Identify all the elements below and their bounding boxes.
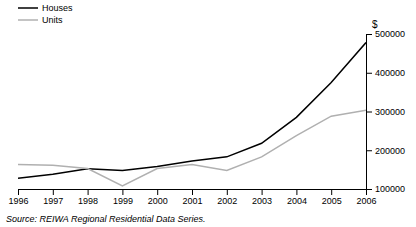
x-tick-mark bbox=[262, 189, 263, 195]
y-tick-mark bbox=[366, 150, 372, 151]
x-tick-label: 2001 bbox=[182, 196, 202, 206]
chart: 1996 1997 1998 1999 2000 2001 2002 2003 2004 2005… bbox=[0, 0, 416, 227]
x-tick-label: 2000 bbox=[148, 196, 168, 206]
x-tick: 2000 bbox=[148, 189, 168, 206]
y-tick: 500000 bbox=[366, 29, 405, 39]
legend-swatch bbox=[18, 19, 38, 21]
y-tick-label: 100000 bbox=[375, 184, 405, 194]
x-tick-label: 1999 bbox=[113, 196, 133, 206]
x-tick-label: 2005 bbox=[322, 196, 342, 206]
x-tick-mark bbox=[157, 189, 158, 195]
x-tick-label: 1996 bbox=[8, 196, 28, 206]
x-tick: 1998 bbox=[78, 189, 98, 206]
legend: Houses Units bbox=[18, 3, 73, 25]
x-tick: 2001 bbox=[182, 189, 202, 206]
x-tick-mark bbox=[53, 189, 54, 195]
x-tick: 2003 bbox=[252, 189, 272, 206]
x-tick-label: 2003 bbox=[252, 196, 272, 206]
y-axis-label: $ bbox=[372, 19, 378, 30]
y-tick: 200000 bbox=[366, 146, 405, 156]
x-axis: 1996 1997 1998 1999 2000 2001 2002 2003 2004 2005… bbox=[8, 189, 376, 206]
x-tick-mark bbox=[88, 189, 89, 195]
legend-entry: Houses bbox=[18, 3, 73, 13]
x-tick-mark bbox=[227, 189, 228, 195]
y-tick: 300000 bbox=[366, 107, 405, 117]
legend-entry: Units bbox=[18, 15, 63, 25]
lines bbox=[18, 43, 366, 186]
y-tick-label: 500000 bbox=[375, 29, 405, 39]
annotation: Source: REIWA Regional Residential Data … bbox=[6, 214, 206, 224]
y-axis: 100000 200000 300000 400000 500000 bbox=[366, 29, 405, 194]
x-tick-label: 2004 bbox=[287, 196, 307, 206]
x-tick: 2002 bbox=[217, 189, 237, 206]
y-tick: 100000 bbox=[366, 184, 405, 194]
legend-label: Houses bbox=[42, 3, 73, 13]
x-tick-mark bbox=[18, 189, 19, 195]
plot: 1996 1997 1998 1999 2000 2001 2002 2003 2004 2005… bbox=[8, 19, 405, 206]
x-tick-label: 1998 bbox=[78, 196, 98, 206]
y-tick: 400000 bbox=[366, 68, 405, 78]
x-tick: 1996 bbox=[8, 189, 28, 206]
x-tick-label: 1997 bbox=[43, 196, 63, 206]
y-tick-mark bbox=[366, 112, 372, 113]
y-tick-label: 300000 bbox=[375, 107, 405, 117]
x-tick: 1997 bbox=[43, 189, 63, 206]
y-tick-mark bbox=[366, 189, 372, 190]
y-tick-label: 400000 bbox=[375, 68, 405, 78]
x-tick: 2006 bbox=[356, 189, 376, 206]
x-tick-label: 2002 bbox=[217, 196, 237, 206]
x-tick-mark bbox=[296, 189, 297, 195]
series-line bbox=[18, 110, 366, 186]
y-axis-line bbox=[367, 35, 373, 190]
x-axis-line bbox=[19, 190, 367, 196]
legend-label: Units bbox=[42, 15, 63, 25]
x-tick-mark bbox=[331, 189, 332, 195]
x-tick-label: 2006 bbox=[356, 196, 376, 206]
y-tick-mark bbox=[366, 73, 372, 74]
x-tick-mark bbox=[192, 189, 193, 195]
x-tick: 2004 bbox=[287, 189, 307, 206]
series-line bbox=[18, 43, 366, 179]
legend-swatch bbox=[18, 7, 38, 9]
x-tick-mark bbox=[122, 189, 123, 195]
x-tick: 2005 bbox=[322, 189, 342, 206]
y-tick-label: 200000 bbox=[375, 146, 405, 156]
x-tick: 1999 bbox=[113, 189, 133, 206]
y-tick-mark bbox=[366, 34, 372, 35]
